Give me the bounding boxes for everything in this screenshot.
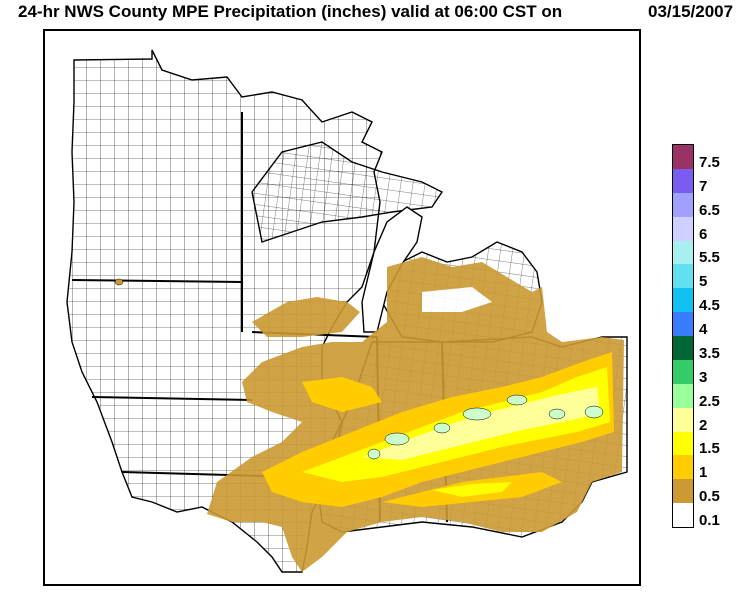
title-date: 03/15/2007 xyxy=(648,2,734,21)
legend-label: 3.5 xyxy=(699,344,720,362)
precip-pockets xyxy=(382,472,562,507)
legend-swatch xyxy=(673,336,693,361)
legend-label: 1.5 xyxy=(699,440,720,458)
legend-swatch xyxy=(673,168,693,194)
legend-swatch xyxy=(673,312,693,337)
legend-label: 4.5 xyxy=(699,297,720,315)
legend-label: 7.5 xyxy=(699,153,720,171)
legend-swatch xyxy=(673,240,693,266)
legend-swatch xyxy=(673,479,693,505)
legend-label: 3 xyxy=(699,368,708,386)
isolated-precip xyxy=(114,278,124,286)
legend-bar xyxy=(672,144,694,528)
legend-label: 2.5 xyxy=(699,392,720,410)
legend-swatch xyxy=(673,359,693,385)
upper-peninsula xyxy=(251,141,444,243)
legend-swatch xyxy=(673,288,693,314)
legend-swatch xyxy=(673,216,693,242)
map-title: 24-hr NWS County MPE Precipitation (inch… xyxy=(0,0,741,24)
legend-swatch xyxy=(673,407,693,433)
legend-swatch xyxy=(673,145,693,170)
legend-label: 0.5 xyxy=(699,488,720,506)
legend-label: 6 xyxy=(699,225,708,243)
title-text: 24-hr NWS County MPE Precipitation (inch… xyxy=(18,2,563,21)
legend-swatch xyxy=(673,264,693,290)
legend-swatch xyxy=(673,192,693,218)
legend-label: 0.1 xyxy=(699,512,720,530)
legend-label: 2 xyxy=(699,416,708,434)
legend-swatch xyxy=(673,431,693,457)
map-frame xyxy=(43,29,641,586)
legend-label: 5.5 xyxy=(699,249,720,267)
legend-label: 4 xyxy=(699,321,708,339)
legend-swatch xyxy=(673,455,693,481)
legend-label: 7 xyxy=(699,177,708,195)
legend-swatch xyxy=(673,383,693,409)
precip-zone-1.5 xyxy=(362,387,600,460)
precip-zone-2 xyxy=(367,394,604,460)
legend-swatch xyxy=(673,503,693,528)
legend-label: 5 xyxy=(699,273,708,291)
precip-map xyxy=(66,49,628,573)
legend-label: 6.5 xyxy=(699,201,720,219)
legend-label: 1 xyxy=(699,464,708,482)
